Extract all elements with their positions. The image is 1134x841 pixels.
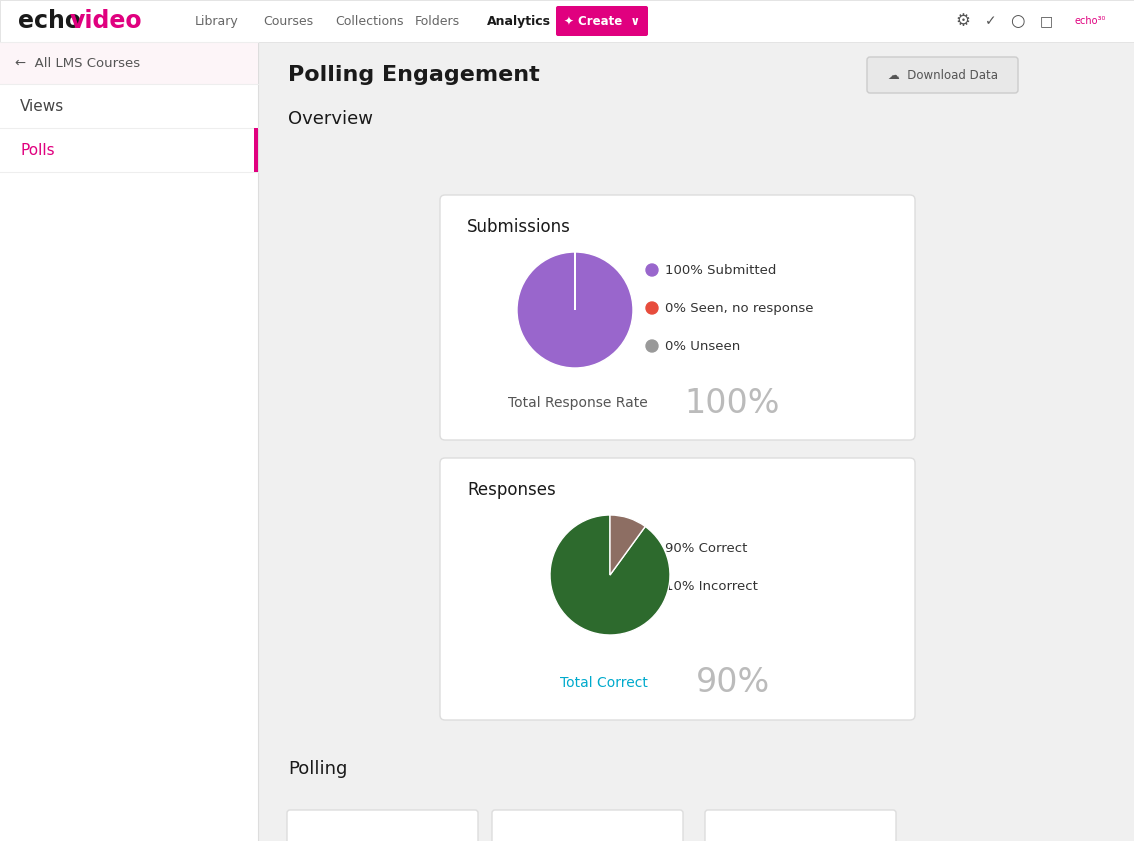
Text: 90% Correct: 90% Correct: [665, 542, 747, 554]
FancyBboxPatch shape: [287, 810, 479, 841]
Text: Total Correct: Total Correct: [559, 676, 648, 690]
Circle shape: [646, 264, 658, 276]
Text: Responses: Responses: [467, 481, 556, 499]
Text: 0% Unseen: 0% Unseen: [665, 340, 741, 352]
Wedge shape: [610, 515, 645, 575]
FancyBboxPatch shape: [0, 42, 259, 841]
Text: Polling Engagement: Polling Engagement: [288, 65, 540, 85]
FancyBboxPatch shape: [0, 42, 259, 84]
Text: Collections: Collections: [335, 14, 404, 28]
Text: Library: Library: [195, 14, 239, 28]
Text: 100% Submitted: 100% Submitted: [665, 263, 777, 277]
Text: Folders: Folders: [415, 14, 460, 28]
Text: ○: ○: [1010, 12, 1024, 30]
Text: ←  All LMS Courses: ← All LMS Courses: [15, 56, 141, 70]
Text: Polls: Polls: [20, 142, 54, 157]
Text: 10% Incorrect: 10% Incorrect: [665, 579, 758, 593]
Text: Views: Views: [20, 98, 65, 114]
FancyBboxPatch shape: [254, 128, 259, 172]
Text: echo: echo: [18, 9, 82, 33]
Circle shape: [646, 542, 658, 554]
FancyBboxPatch shape: [556, 6, 648, 36]
FancyBboxPatch shape: [705, 810, 896, 841]
Text: Overview: Overview: [288, 110, 373, 128]
Wedge shape: [517, 252, 633, 368]
Text: ☁  Download Data: ☁ Download Data: [888, 68, 998, 82]
Text: ✓: ✓: [985, 14, 997, 28]
Circle shape: [646, 580, 658, 592]
Text: video: video: [70, 9, 143, 33]
Text: 90%: 90%: [695, 667, 770, 700]
Text: Analytics: Analytics: [486, 14, 551, 28]
FancyBboxPatch shape: [440, 458, 915, 720]
FancyBboxPatch shape: [868, 57, 1018, 93]
Circle shape: [646, 302, 658, 314]
FancyBboxPatch shape: [440, 195, 915, 440]
Text: Courses: Courses: [263, 14, 313, 28]
Text: □: □: [1040, 14, 1053, 28]
Wedge shape: [550, 515, 670, 635]
FancyBboxPatch shape: [492, 810, 683, 841]
Text: Polling: Polling: [288, 760, 347, 778]
Circle shape: [646, 340, 658, 352]
Text: echo³⁰: echo³⁰: [1074, 16, 1106, 26]
Text: 100%: 100%: [685, 387, 780, 420]
FancyBboxPatch shape: [0, 0, 1134, 42]
Text: Total Response Rate: Total Response Rate: [508, 396, 648, 410]
Text: ✦ Create  ∨: ✦ Create ∨: [564, 14, 640, 28]
Text: ⚙: ⚙: [955, 12, 970, 30]
Text: Submissions: Submissions: [467, 218, 570, 236]
Text: 0% Seen, no response: 0% Seen, no response: [665, 302, 813, 315]
